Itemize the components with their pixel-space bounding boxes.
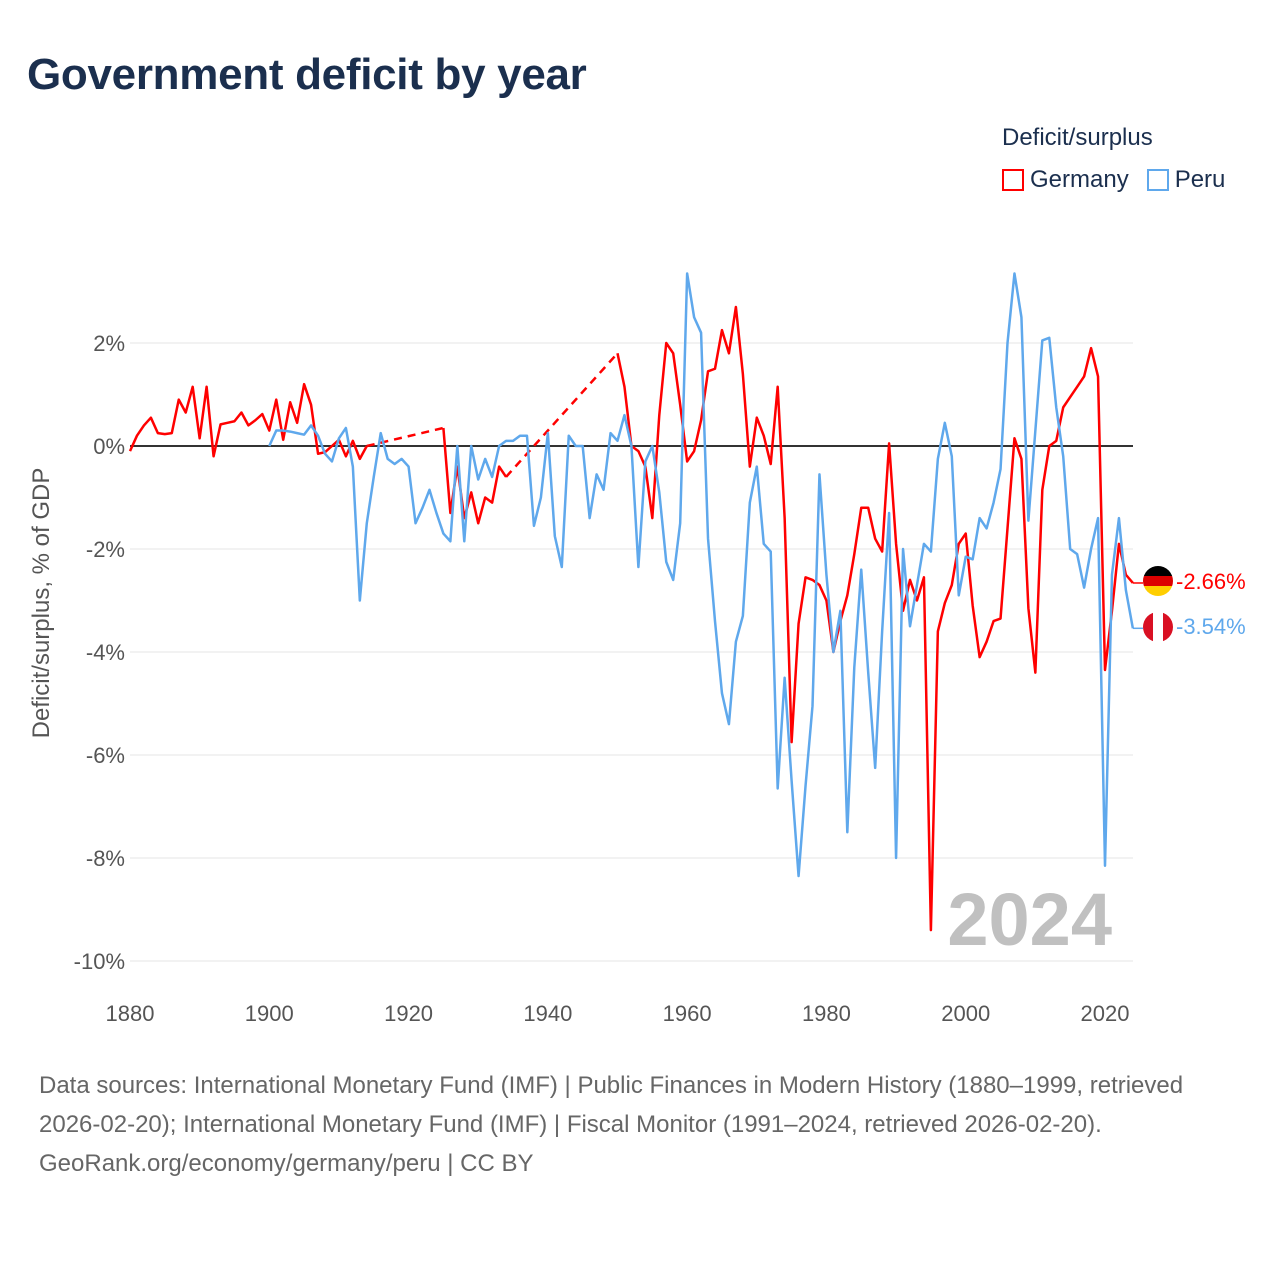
legend-label-peru: Peru [1174, 166, 1226, 193]
germany-gap-line [505, 352, 619, 478]
y-tick-label: -4% [86, 640, 125, 665]
chart-title: Government deficit by year [27, 50, 587, 99]
data-sources: Data sources: International Monetary Fun… [39, 1072, 1184, 1138]
x-tick-label: 2020 [1081, 1001, 1130, 1026]
peru-flag-icon [1143, 612, 1173, 642]
legend-swatch-germany [1002, 169, 1024, 191]
peru-line [268, 272, 1135, 878]
x-tick-label: 1980 [802, 1001, 851, 1026]
germany-flag-icon [1143, 566, 1173, 596]
y-tick-label: 0% [93, 434, 125, 459]
y-tick-label: 2% [93, 331, 125, 356]
footer: Data sources: International Monetary Fun… [39, 1066, 1239, 1183]
germany-end-label: -2.66% [1176, 569, 1246, 594]
series-lines [128, 272, 1143, 932]
x-tick-label: 1940 [523, 1001, 572, 1026]
y-tick-label: -6% [86, 743, 125, 768]
peru-end-label: -3.54% [1176, 614, 1246, 639]
y-tick-label: -2% [86, 537, 125, 562]
y-tick-label: -8% [86, 846, 125, 871]
current-year-watermark: 2024 [947, 878, 1112, 961]
legend: Germany Peru [1002, 166, 1225, 194]
x-tick-label: 2000 [941, 1001, 990, 1026]
legend-item-peru[interactable]: Peru [1146, 166, 1226, 194]
y-tick-labels: 2% 0% -2% -4% -6% -8% -10% [74, 331, 125, 974]
x-tick-label: 1920 [384, 1001, 433, 1026]
x-tick-labels: 1880 1900 1920 1940 1960 1980 2000 2020 [106, 1001, 1130, 1026]
legend-swatch-peru [1146, 169, 1169, 191]
legend-item-germany[interactable]: Germany [1002, 166, 1129, 194]
gridlines [130, 342, 1133, 962]
peru-end-marker: -3.54% [1143, 612, 1246, 642]
germany-line [128, 382, 368, 461]
legend-label-germany: Germany [1030, 166, 1129, 193]
credit-link[interactable]: GeoRank.org/economy/germany/peru | CC BY [39, 1150, 534, 1177]
x-tick-label: 1960 [663, 1001, 712, 1026]
legend-title: Deficit/surplus [1002, 124, 1153, 151]
y-tick-label: -10% [74, 949, 125, 974]
germany-end-marker: -2.66% [1143, 566, 1246, 596]
x-tick-label: 1880 [106, 1001, 155, 1026]
x-tick-label: 1900 [245, 1001, 294, 1026]
